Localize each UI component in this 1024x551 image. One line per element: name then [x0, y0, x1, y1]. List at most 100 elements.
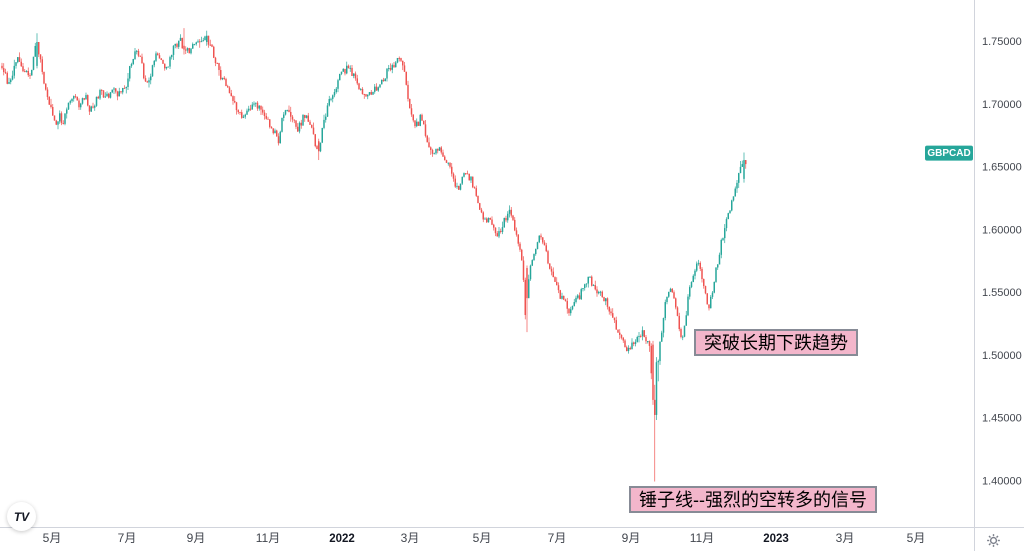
candle	[458, 185, 460, 191]
candle	[696, 261, 698, 273]
candle	[515, 227, 518, 237]
candle	[442, 149, 444, 158]
tradingview-logo[interactable]: TV	[7, 502, 36, 531]
candle	[113, 86, 115, 94]
candle	[97, 95, 99, 99]
candle	[109, 91, 112, 99]
candle	[25, 70, 28, 73]
candle	[349, 65, 351, 72]
candle	[120, 91, 122, 94]
candle	[263, 109, 266, 120]
time-axis[interactable]: 5月 7月 9月 11月 2022 3月 5月 7月 9月 11月 2023 3月 5月	[43, 531, 926, 545]
candle	[311, 124, 313, 129]
candle	[246, 108, 248, 115]
candle	[293, 119, 295, 124]
price-axis[interactable]: 1.75000 1.70000 1.65000 1.60000 1.55000 1.500…	[982, 36, 1022, 488]
candle	[428, 137, 430, 148]
candle	[20, 58, 22, 67]
candles-layer	[1, 28, 747, 482]
candle	[158, 52, 161, 59]
candle	[232, 95, 234, 105]
candle	[377, 86, 379, 92]
candle	[417, 121, 420, 126]
candle	[472, 176, 474, 189]
candle	[55, 119, 57, 126]
candle	[216, 62, 218, 64]
candle	[510, 206, 512, 218]
candle	[557, 282, 560, 294]
candle	[465, 173, 467, 175]
candle	[634, 339, 637, 347]
candle	[550, 266, 553, 276]
candle	[594, 280, 596, 291]
candle	[599, 290, 602, 296]
candle	[206, 30, 208, 46]
candle	[577, 294, 579, 300]
candle	[412, 114, 414, 123]
candle	[612, 308, 614, 318]
candle	[556, 277, 558, 286]
candle	[708, 304, 710, 311]
candle	[127, 73, 129, 91]
candle	[143, 62, 145, 80]
candle	[367, 94, 369, 100]
candle	[659, 341, 661, 365]
candle	[407, 80, 409, 102]
candle	[610, 308, 612, 316]
candle	[381, 79, 383, 85]
candle	[256, 101, 259, 111]
candle	[312, 122, 315, 135]
candle	[398, 56, 400, 62]
candle	[270, 126, 273, 129]
candle	[211, 43, 213, 48]
candle	[542, 237, 544, 245]
candle	[498, 227, 500, 239]
candle	[220, 66, 222, 81]
annotation-breakout-text[interactable]: 突破长期下跌趋势	[694, 329, 858, 356]
candle	[657, 359, 659, 382]
annotation-hammer-label: 锤子线--强烈的空转多的信号	[639, 489, 867, 510]
candle	[207, 35, 210, 48]
candle	[230, 89, 232, 97]
candle	[563, 295, 565, 301]
candle	[379, 84, 381, 89]
candle	[710, 295, 712, 309]
candle	[137, 48, 140, 58]
candle	[342, 68, 344, 72]
candle	[528, 274, 530, 299]
time-tick-label: 11月	[690, 531, 714, 545]
candle	[323, 114, 325, 130]
candle	[183, 28, 185, 55]
candle	[277, 133, 280, 146]
candle	[451, 163, 453, 177]
candle	[603, 296, 605, 302]
candle	[584, 283, 586, 291]
candle	[253, 101, 255, 107]
annotation-hammer-text[interactable]: 锤子线--强烈的空转多的信号	[629, 486, 877, 513]
time-tick-label: 7月	[118, 531, 137, 545]
symbol-price-label[interactable]: GBPCAD	[925, 145, 973, 161]
candle	[29, 73, 31, 79]
candle	[74, 93, 77, 99]
candle	[720, 238, 722, 259]
candle	[239, 111, 241, 115]
candle	[24, 69, 26, 73]
settings-icon[interactable]	[986, 533, 1001, 548]
candle	[227, 84, 229, 88]
price-tick-label: 1.60000	[982, 224, 1022, 236]
candle	[573, 298, 575, 307]
candle	[452, 172, 455, 182]
price-tick-label: 1.75000	[982, 36, 1022, 48]
candle	[160, 58, 162, 61]
candle	[745, 160, 747, 169]
candle	[545, 242, 547, 253]
candle	[122, 87, 124, 95]
candle	[283, 112, 285, 122]
candle	[255, 102, 257, 107]
candle	[727, 212, 729, 220]
candle	[664, 299, 666, 321]
candle	[717, 264, 719, 270]
candle	[711, 290, 714, 300]
candle	[697, 259, 700, 266]
